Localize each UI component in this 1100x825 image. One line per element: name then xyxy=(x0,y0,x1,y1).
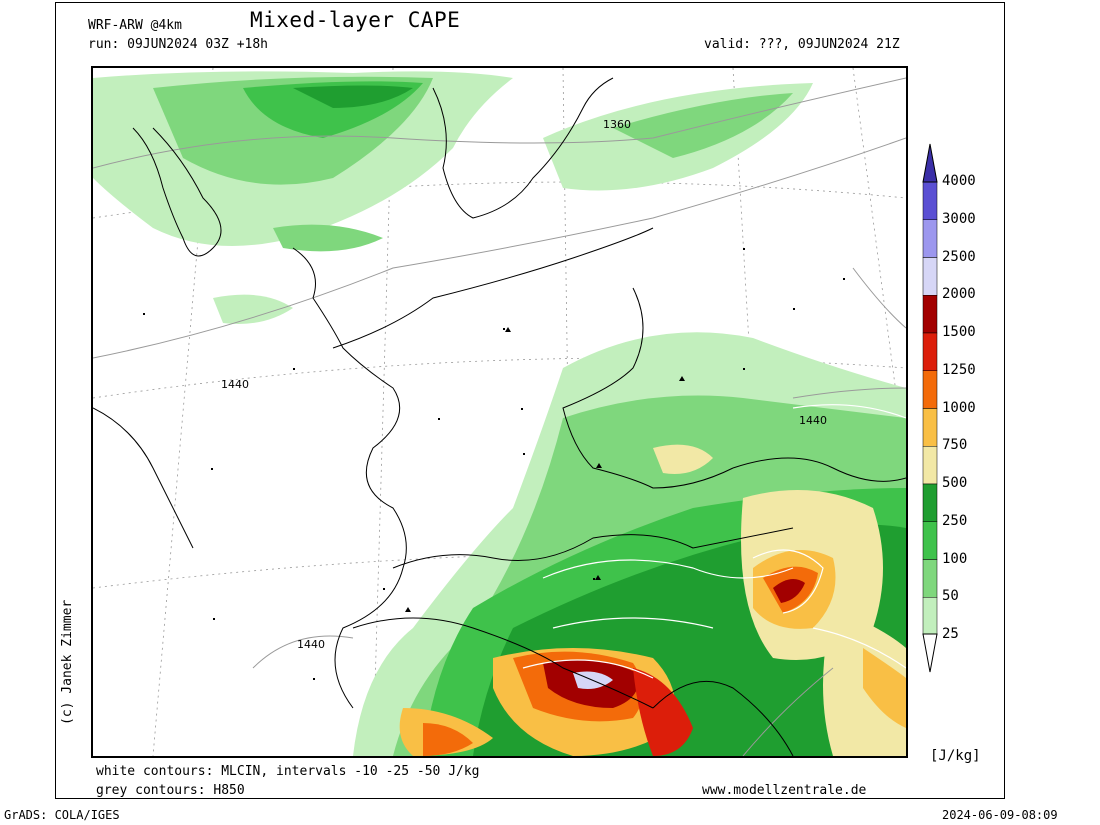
colorbar-swatch xyxy=(922,181,938,220)
colorbar-swatch xyxy=(922,521,938,560)
author-credit: (c) Janek Zimmer xyxy=(60,599,75,725)
colorbar-swatch xyxy=(922,332,938,371)
chart-title: Mixed-layer CAPE xyxy=(250,8,461,32)
grads-credit: GrADS: COLA/IGES xyxy=(4,808,120,822)
weather-map: 1360 1440 1440 1440 xyxy=(91,66,908,758)
colorbar-label: 3000 xyxy=(942,210,976,227)
city-markers xyxy=(143,248,845,680)
colorbar-label: 2500 xyxy=(942,248,976,265)
h850-contours xyxy=(93,77,906,756)
model-label: WRF-ARW @4km xyxy=(88,18,182,33)
colorbar-swatch xyxy=(922,597,938,636)
valid-label: valid: ???, 09JUN2024 21Z xyxy=(704,37,900,52)
website-link[interactable]: www.modellzentrale.de xyxy=(702,783,867,798)
colorbar-swatch xyxy=(922,257,938,296)
contour-label: 1440 xyxy=(799,414,827,427)
contour-label: 1440 xyxy=(297,638,325,651)
borders xyxy=(93,77,906,756)
colorbar-label: 1500 xyxy=(942,324,976,340)
colorbar-label: 4000 xyxy=(942,173,976,189)
run-label: run: 09JUN2024 03Z +18h xyxy=(88,37,269,52)
contour-label: 1360 xyxy=(603,118,631,131)
colorbar-label: 500 xyxy=(942,475,968,491)
colorbar-label: 250 xyxy=(942,512,968,529)
peak-markers xyxy=(405,327,685,612)
colorbar-swatch xyxy=(922,295,938,334)
colorbar-swatch xyxy=(922,408,938,447)
colorbar-top-arrow xyxy=(922,143,938,183)
colorbar-swatch xyxy=(922,219,938,258)
grey-contours-note: grey contours: H850 xyxy=(96,783,245,798)
contour-label: 1440 xyxy=(221,378,249,391)
colorbar-label: 1250 xyxy=(942,361,976,378)
legend-unit: [J/kg] xyxy=(930,748,981,764)
colorbar-label: 1000 xyxy=(942,399,976,416)
colorbar-swatch xyxy=(922,370,938,409)
colorbar-bottom-arrow xyxy=(922,633,938,673)
colorbar-swatch xyxy=(922,446,938,485)
figure-frame xyxy=(55,2,1005,799)
timestamp: 2024-06-09-08:09 xyxy=(942,808,1058,822)
white-contours-note: white contours: MLCIN, intervals -10 -25… xyxy=(96,764,480,779)
colorbar-label: 50 xyxy=(942,588,959,605)
cape-south xyxy=(353,332,906,756)
mlcin-contours xyxy=(522,404,906,679)
colorbar-label: 750 xyxy=(942,437,968,454)
colorbar xyxy=(922,143,938,673)
colorbar-label: 25 xyxy=(942,626,959,642)
colorbar-label: 2000 xyxy=(942,286,976,303)
colorbar-swatch xyxy=(922,559,938,598)
colorbar-swatch xyxy=(922,483,938,522)
colorbar-label: 100 xyxy=(942,550,968,567)
cape-north xyxy=(93,71,813,324)
